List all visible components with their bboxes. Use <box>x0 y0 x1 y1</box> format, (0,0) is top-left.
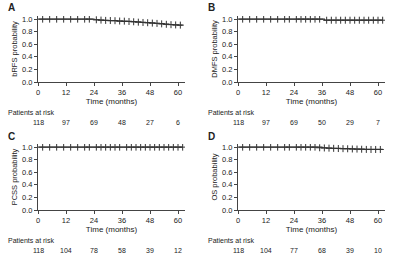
svg-text:60: 60 <box>374 216 382 225</box>
svg-text:0.4: 0.4 <box>22 180 32 189</box>
svg-text:60: 60 <box>174 88 182 97</box>
svg-text:1.0: 1.0 <box>222 15 232 24</box>
svg-text:6: 6 <box>176 119 180 126</box>
svg-text:39: 39 <box>346 247 354 254</box>
svg-text:48: 48 <box>146 216 154 225</box>
svg-text:58: 58 <box>118 247 126 254</box>
svg-text:0.0: 0.0 <box>22 78 32 87</box>
svg-text:0.0: 0.0 <box>222 78 232 87</box>
svg-text:0.6: 0.6 <box>22 168 32 177</box>
svg-text:60: 60 <box>374 88 382 97</box>
svg-text:0.4: 0.4 <box>222 180 232 189</box>
svg-text:0.4: 0.4 <box>222 52 232 61</box>
svg-text:36: 36 <box>118 216 126 225</box>
svg-text:24: 24 <box>290 88 298 97</box>
svg-text:0.8: 0.8 <box>222 27 232 36</box>
svg-text:1.0: 1.0 <box>222 143 232 152</box>
svg-text:60: 60 <box>174 216 182 225</box>
svg-text:27: 27 <box>146 119 154 126</box>
svg-text:Time (months): Time (months) <box>86 225 138 234</box>
svg-text:Patients at risk: Patients at risk <box>208 109 254 116</box>
svg-text:12: 12 <box>262 216 270 225</box>
svg-text:48: 48 <box>118 119 126 126</box>
svg-text:A: A <box>8 2 15 13</box>
svg-text:C: C <box>8 131 15 142</box>
svg-text:48: 48 <box>346 88 354 97</box>
svg-text:97: 97 <box>262 119 270 126</box>
svg-text:Time (months): Time (months) <box>86 97 138 106</box>
svg-text:12: 12 <box>262 88 270 97</box>
svg-text:12: 12 <box>62 88 70 97</box>
svg-text:39: 39 <box>146 247 154 254</box>
svg-text:118: 118 <box>33 119 44 126</box>
svg-text:OS probability: OS probability <box>210 153 219 200</box>
svg-text:77: 77 <box>290 247 298 254</box>
svg-text:0: 0 <box>36 88 40 97</box>
svg-text:36: 36 <box>318 88 326 97</box>
svg-text:0.2: 0.2 <box>22 193 32 202</box>
svg-text:7: 7 <box>376 119 380 126</box>
svg-text:B: B <box>208 2 215 13</box>
svg-text:12: 12 <box>62 216 70 225</box>
svg-text:0.6: 0.6 <box>22 40 32 49</box>
svg-text:0.0: 0.0 <box>222 206 232 215</box>
svg-text:Time (months): Time (months) <box>286 97 338 106</box>
svg-text:D: D <box>208 131 215 142</box>
svg-text:0.8: 0.8 <box>22 27 32 36</box>
svg-text:0.8: 0.8 <box>222 155 232 164</box>
svg-text:36: 36 <box>318 216 326 225</box>
svg-text:104: 104 <box>260 247 272 254</box>
svg-text:0.2: 0.2 <box>222 65 232 74</box>
svg-text:0: 0 <box>236 216 240 225</box>
svg-text:118: 118 <box>233 119 244 126</box>
svg-text:bRFS probability: bRFS probability <box>10 21 19 77</box>
svg-text:24: 24 <box>290 216 298 225</box>
svg-text:97: 97 <box>62 119 70 126</box>
svg-text:118: 118 <box>33 247 44 254</box>
svg-text:48: 48 <box>346 216 354 225</box>
svg-text:69: 69 <box>290 119 298 126</box>
svg-text:PCSS probability: PCSS probability <box>10 148 19 205</box>
svg-text:Patients at risk: Patients at risk <box>208 237 254 244</box>
svg-text:50: 50 <box>318 119 326 126</box>
svg-text:0.4: 0.4 <box>22 52 32 61</box>
svg-text:0: 0 <box>36 216 40 225</box>
svg-text:Patients at risk: Patients at risk <box>8 237 54 244</box>
svg-text:48: 48 <box>146 88 154 97</box>
svg-text:Patients at risk: Patients at risk <box>8 109 54 116</box>
svg-text:69: 69 <box>90 119 98 126</box>
svg-text:104: 104 <box>60 247 72 254</box>
svg-text:68: 68 <box>318 247 326 254</box>
svg-text:118: 118 <box>233 247 244 254</box>
svg-text:0.0: 0.0 <box>22 206 32 215</box>
svg-text:0: 0 <box>236 88 240 97</box>
svg-text:29: 29 <box>346 119 354 126</box>
svg-text:0.2: 0.2 <box>22 65 32 74</box>
svg-text:24: 24 <box>90 216 98 225</box>
svg-text:1.0: 1.0 <box>22 143 32 152</box>
svg-text:0.8: 0.8 <box>22 155 32 164</box>
svg-text:0.2: 0.2 <box>222 193 232 202</box>
svg-text:DMFS probability: DMFS probability <box>210 20 219 78</box>
svg-text:78: 78 <box>90 247 98 254</box>
svg-text:1.0: 1.0 <box>22 15 32 24</box>
svg-text:36: 36 <box>118 88 126 97</box>
svg-text:24: 24 <box>90 88 98 97</box>
svg-text:0.6: 0.6 <box>222 168 232 177</box>
svg-text:12: 12 <box>174 247 182 254</box>
svg-text:10: 10 <box>374 247 382 254</box>
svg-text:Time (months): Time (months) <box>286 225 338 234</box>
svg-text:0.6: 0.6 <box>222 40 232 49</box>
